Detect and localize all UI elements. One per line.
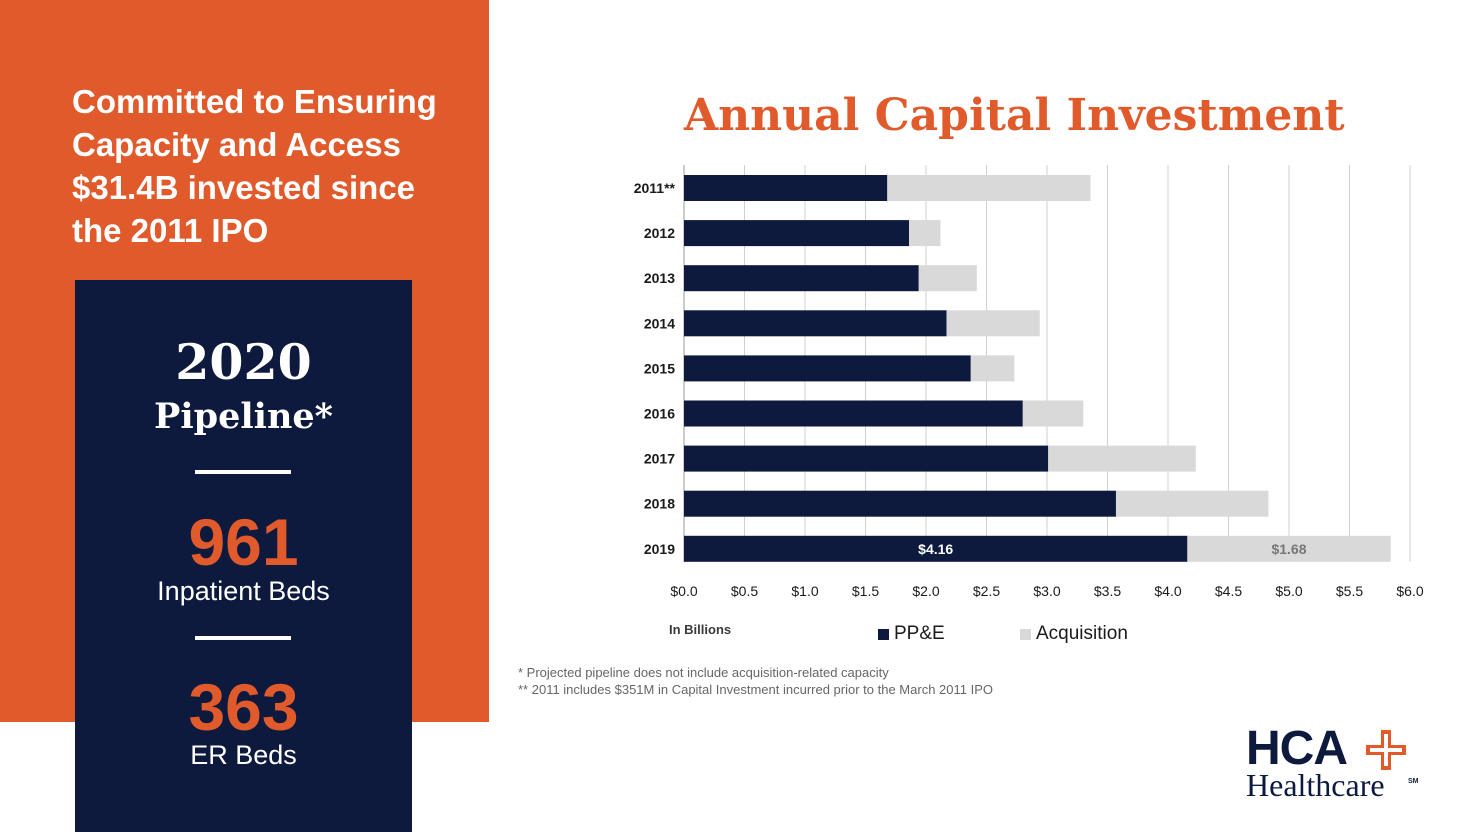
x-tick-label: $2.5 [973,583,1000,599]
er-beds-number: 363 [188,670,299,744]
bar-acquisition [887,175,1091,201]
pipeline-year: 2020 [175,333,312,391]
bar-ppe [684,490,1116,517]
legend-label: PP&E [894,623,945,644]
data-label: $4.16 [918,541,953,557]
bar-ppe [684,265,919,292]
divider [195,636,291,640]
y-tick-label: 2014 [644,315,675,331]
y-tick-label: 2018 [644,496,675,512]
bar-ppe [684,220,910,247]
bar-chart: $0.0 $0.5 $1.0 $1.5 $2.0 $2.5 $3.0 $3.5 $4.0 $4.5… [634,165,1424,599]
headline: Committed to Ensuring Capacity and Acces… [72,80,472,252]
footnote: ** 2011 includes $351M in Capital Invest… [518,682,993,697]
y-tick-label: 2011** [634,180,676,196]
legend-item-ppe: PP&E [878,623,945,645]
x-tick-label: $1.5 [852,583,879,599]
x-tick-label: $5.0 [1275,583,1302,599]
headline-line: Committed to Ensuring [72,83,437,120]
x-tick-label: $4.5 [1215,583,1242,599]
headline-line: the 2011 IPO [72,212,269,249]
bar-ppe [684,175,888,201]
bar-acquisition [970,355,1015,382]
x-axis-label: In Billions [669,622,732,637]
pipeline-box: 2020 Pipeline* 961 Inpatient Beds 363 ER… [75,280,412,832]
bar-acquisition [1187,535,1391,562]
legend-swatch [878,628,889,640]
x-tick-label: $1.0 [791,583,818,599]
y-tick-label: 2019 [644,541,675,557]
bar-ppe [684,535,1188,562]
bar-acquisition [946,310,1040,337]
bar-acquisition [1022,400,1084,427]
x-tick-label: $2.0 [912,583,939,599]
legend-swatch [1020,628,1031,640]
logo-service-mark: SM [1408,778,1419,785]
inpatient-beds-number: 961 [188,505,299,579]
y-tick-label: 2015 [644,360,675,376]
x-tick-label: $5.5 [1336,583,1363,599]
chart-title: Annual Capital Investment [684,90,1345,141]
bar-acquisition [909,220,941,247]
bar-acquisition [918,265,977,292]
er-beds-label: ER Beds [190,740,297,770]
y-tick-label: 2012 [644,225,675,241]
y-tick-label: 2017 [644,451,675,467]
y-tick-label: 2016 [644,406,675,422]
x-tick-label: $0.0 [670,583,697,599]
bar-ppe [684,400,1023,427]
x-tick-label: $3.0 [1033,583,1060,599]
hca-healthcare-logo: HCA Healthcare SM [1246,722,1426,812]
footnote: * Projected pipeline does not include ac… [518,665,889,680]
legend-item-acquisition: Acquisition [1020,623,1128,645]
bar-acquisition [1048,445,1196,472]
inpatient-beds-label: Inpatient Beds [157,576,330,606]
logo-subtext: Healthcare [1246,767,1385,803]
bar-ppe [684,310,947,337]
x-tick-label: $3.5 [1094,583,1121,599]
bar-acquisition [1115,490,1269,517]
bar-ppe [684,355,971,382]
pipeline-label: Pipeline* [154,396,333,437]
bar-ppe [684,445,1049,472]
x-tick-label: $6.0 [1396,583,1423,599]
data-label: $1.68 [1271,541,1306,557]
x-tick-label: $4.0 [1154,583,1181,599]
headline-line: $31.4B invested since [72,169,416,206]
headline-line: Capacity and Access [72,126,401,163]
logo-wordmark: HCA [1246,722,1348,775]
cross-icon [1366,730,1406,770]
legend-label: Acquisition [1036,623,1128,644]
divider [195,470,291,474]
x-tick-label: $0.5 [731,583,758,599]
y-tick-label: 2013 [644,270,675,286]
